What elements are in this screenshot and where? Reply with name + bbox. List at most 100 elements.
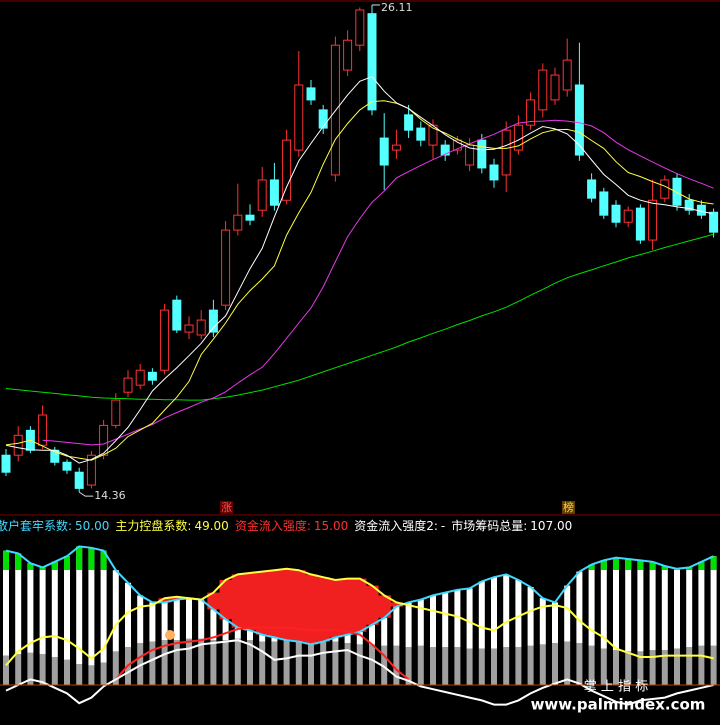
gray-column [710,645,717,685]
green-column [600,560,607,570]
gray-column [332,641,339,685]
marker: 涨 [221,501,232,514]
gray-column [234,638,241,685]
gray-column [308,640,314,685]
candle-body [587,179,597,199]
white-column [344,634,351,643]
gray-column [137,643,144,685]
gray-column [295,640,302,685]
gray-column [466,648,473,685]
candle-body [318,109,328,129]
green-column [625,559,632,570]
white-column [247,630,253,641]
legend-label: 市场筹码总量: [451,518,527,533]
white-column [112,570,119,652]
red-fill [243,573,257,631]
gray-column [588,645,595,685]
gray-column [478,648,485,685]
candle-body [245,214,255,221]
legend-label: 资金流入强度: [235,518,311,533]
white-column [137,595,144,643]
gray-column [539,644,546,685]
low-label: 14.36 [94,489,126,502]
red-fill [219,580,233,620]
green-column [686,567,693,570]
white-column [515,580,522,648]
green-column [39,567,46,570]
legend-value: 50.00 [75,519,109,533]
white-column [466,588,473,649]
red-fill [292,570,306,642]
candle-body [477,139,487,169]
white-column [539,598,546,645]
red-fill [353,578,367,632]
candle-body [294,84,304,151]
legend-value: - [441,519,445,533]
green-column [698,561,705,570]
gray-column [210,640,217,685]
candle-body [172,299,182,331]
candle-body [660,179,670,199]
gray-column [15,654,22,685]
green-column [637,560,644,570]
white-column [454,589,461,648]
gray-column [417,645,424,685]
gray-column [515,647,522,685]
candle-body [343,39,353,71]
white-column [637,560,644,652]
gray-column [186,638,192,685]
candle-body [208,309,218,333]
gray-column [283,640,290,685]
white-column [698,561,705,646]
white-column [613,557,619,650]
candle-body [501,129,511,176]
candle-body [709,211,719,233]
candle-body [611,204,621,223]
candle-body [184,324,194,333]
white-column [234,627,241,639]
gray-column [247,640,253,685]
gray-column [625,651,632,685]
gray-column [51,657,58,685]
candle-body [416,127,426,141]
gray-column [259,641,266,685]
white-column [173,599,180,641]
candle-body [599,191,609,216]
gray-column [369,644,375,685]
red-fill [158,598,172,603]
red-fill [268,570,281,638]
legend-label: 资金流入强度2: [354,518,438,533]
legend-value: 107.00 [530,519,572,533]
candle-body [221,229,231,306]
gray-column [527,645,534,685]
high-label: 26.11 [381,1,413,14]
gray-column [149,641,156,685]
gray-column [27,652,34,685]
legend-label: 散户套牢系数: [0,518,72,533]
gray-column [393,645,400,685]
gray-column [381,645,388,685]
moving-average [5,233,714,401]
white-column [491,577,497,649]
gray-column [686,647,693,685]
red-fill [341,578,355,635]
gray-column [637,651,644,685]
green-column [613,557,619,570]
candle-body [489,164,499,181]
white-column [332,637,339,642]
watermark-url: www.palmindex.com [531,696,706,714]
green-column [588,564,595,570]
white-column [674,568,680,649]
green-column [710,556,717,570]
red-fill [256,571,269,635]
candle-body [526,99,536,126]
white-column [564,585,571,642]
gray-column [576,643,583,685]
white-column [369,624,375,645]
candle-body [404,114,414,131]
gray-column [503,647,510,685]
white-column [442,592,449,648]
gray-column [442,647,449,685]
white-column [149,602,156,642]
gray-column [613,650,619,685]
